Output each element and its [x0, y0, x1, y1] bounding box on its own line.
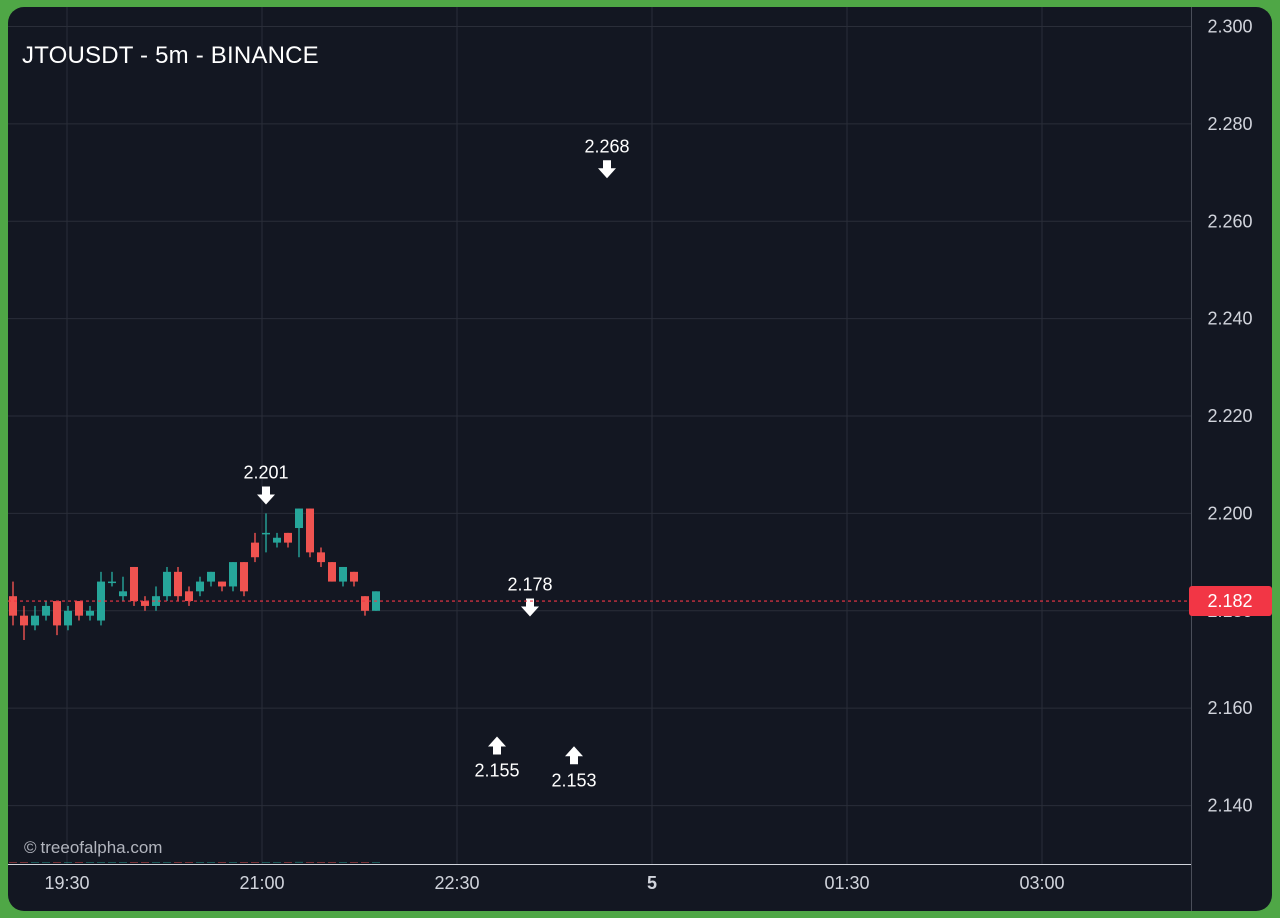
candlestick-chart[interactable]: 19:30 21:00 22:30 5 01:30 03:00 2.300 2.280 2.26… [8, 7, 1272, 911]
volume-bar [218, 862, 226, 863]
candle-body [64, 610, 72, 626]
candle-body [306, 508, 314, 553]
candle-body [163, 571, 171, 597]
y-tick-label: 2.160 [1207, 698, 1252, 718]
candle-body [108, 581, 116, 584]
volume-bar [273, 862, 281, 863]
candle-body [229, 562, 237, 587]
candle-body [75, 601, 83, 616]
volume-bar [130, 862, 138, 863]
price-annotation: 2.268 [584, 136, 629, 156]
candle-body [240, 562, 248, 592]
volume-bar [372, 862, 380, 863]
y-tick-label: 2.200 [1207, 503, 1252, 523]
volume-bar [97, 862, 105, 863]
candle-body [185, 591, 193, 602]
volume-bar [328, 862, 336, 863]
x-tick-label: 03:00 [1019, 873, 1064, 893]
candle-body [119, 591, 127, 597]
volume-bar [361, 862, 369, 863]
y-tick-label: 2.220 [1207, 406, 1252, 426]
volume-bar [86, 862, 94, 863]
volume-bar [31, 862, 39, 863]
candle-body [350, 571, 358, 582]
volume-bar [185, 862, 193, 863]
volume-bar [251, 862, 259, 863]
candle-body [295, 508, 303, 529]
watermark-text: treeofalpha.com [40, 838, 163, 857]
x-tick-label: 19:30 [44, 873, 89, 893]
y-tick-label: 2.240 [1207, 309, 1252, 329]
volume-bar [229, 862, 237, 863]
candle-body [251, 542, 259, 558]
candle-body [130, 566, 138, 602]
volume-bar [9, 862, 17, 863]
volume-bar [306, 862, 314, 863]
volume-bar [339, 862, 347, 863]
candle-body [328, 562, 336, 582]
current-price-label: 2.182 [1207, 591, 1252, 611]
candle-body [31, 615, 39, 626]
volume-bar [152, 862, 160, 863]
price-annotation: 2.153 [551, 770, 596, 790]
candle-body [141, 601, 149, 606]
volume-bar [119, 862, 127, 863]
volume-bar [20, 862, 28, 863]
watermark: © treeofalpha.com [24, 838, 162, 858]
current-price-badge [1189, 586, 1272, 617]
volume-bar [317, 862, 325, 863]
candle-body [339, 566, 347, 582]
y-tick-label: 2.300 [1207, 16, 1252, 36]
x-tick-label: 5 [647, 873, 657, 893]
candle-body [152, 596, 160, 606]
y-tick-label: 2.280 [1207, 114, 1252, 134]
x-tick-label: 21:00 [239, 873, 284, 893]
candle-body [9, 596, 17, 616]
candle-body [196, 581, 204, 592]
x-tick-label: 22:30 [434, 873, 479, 893]
volume-bar [196, 862, 204, 863]
chart-title: JTOUSDT - 5m - BINANCE [22, 42, 319, 69]
volume-bar [174, 862, 182, 863]
volume-bar [295, 861, 303, 863]
candle-body [284, 532, 292, 543]
price-annotation: 2.155 [474, 761, 519, 781]
volume-bar [284, 862, 292, 863]
volume-bar [163, 862, 171, 863]
volume-bar [262, 862, 270, 863]
candle-body [86, 610, 94, 616]
volume-bar [350, 862, 358, 863]
candle-body [361, 596, 369, 611]
volume-bar [240, 862, 248, 863]
y-tick-label: 2.140 [1207, 796, 1252, 816]
candle-body [262, 532, 270, 535]
candle-body [273, 537, 281, 543]
candle-body [42, 605, 50, 616]
volume-bar [108, 862, 116, 863]
candle-body [53, 601, 61, 626]
volume-bar [75, 862, 83, 863]
volume-bar [141, 862, 149, 863]
marker-arrow-icon [598, 160, 616, 179]
price-annotation: 2.201 [243, 463, 288, 483]
candle-body [317, 552, 325, 563]
candle-body [174, 571, 182, 597]
volume-bar [42, 862, 50, 863]
marker-arrow-icon [257, 486, 275, 505]
copyright-icon: © [24, 838, 37, 857]
marker-arrow-icon [488, 736, 506, 755]
candle-body [20, 615, 28, 626]
chart-window: 19:30 21:00 22:30 5 01:30 03:00 2.300 2.280 2.26… [8, 7, 1272, 911]
y-tick-label: 2.260 [1207, 211, 1252, 231]
candle-body [218, 581, 226, 587]
marker-arrow-icon [565, 746, 583, 765]
candle-body [207, 571, 215, 582]
volume-bar [53, 862, 61, 863]
x-tick-label: 01:30 [824, 873, 869, 893]
volume-bar [207, 862, 215, 863]
volume-bar [64, 862, 72, 863]
marker-arrow-icon [521, 598, 539, 617]
price-annotation: 2.178 [507, 575, 552, 595]
